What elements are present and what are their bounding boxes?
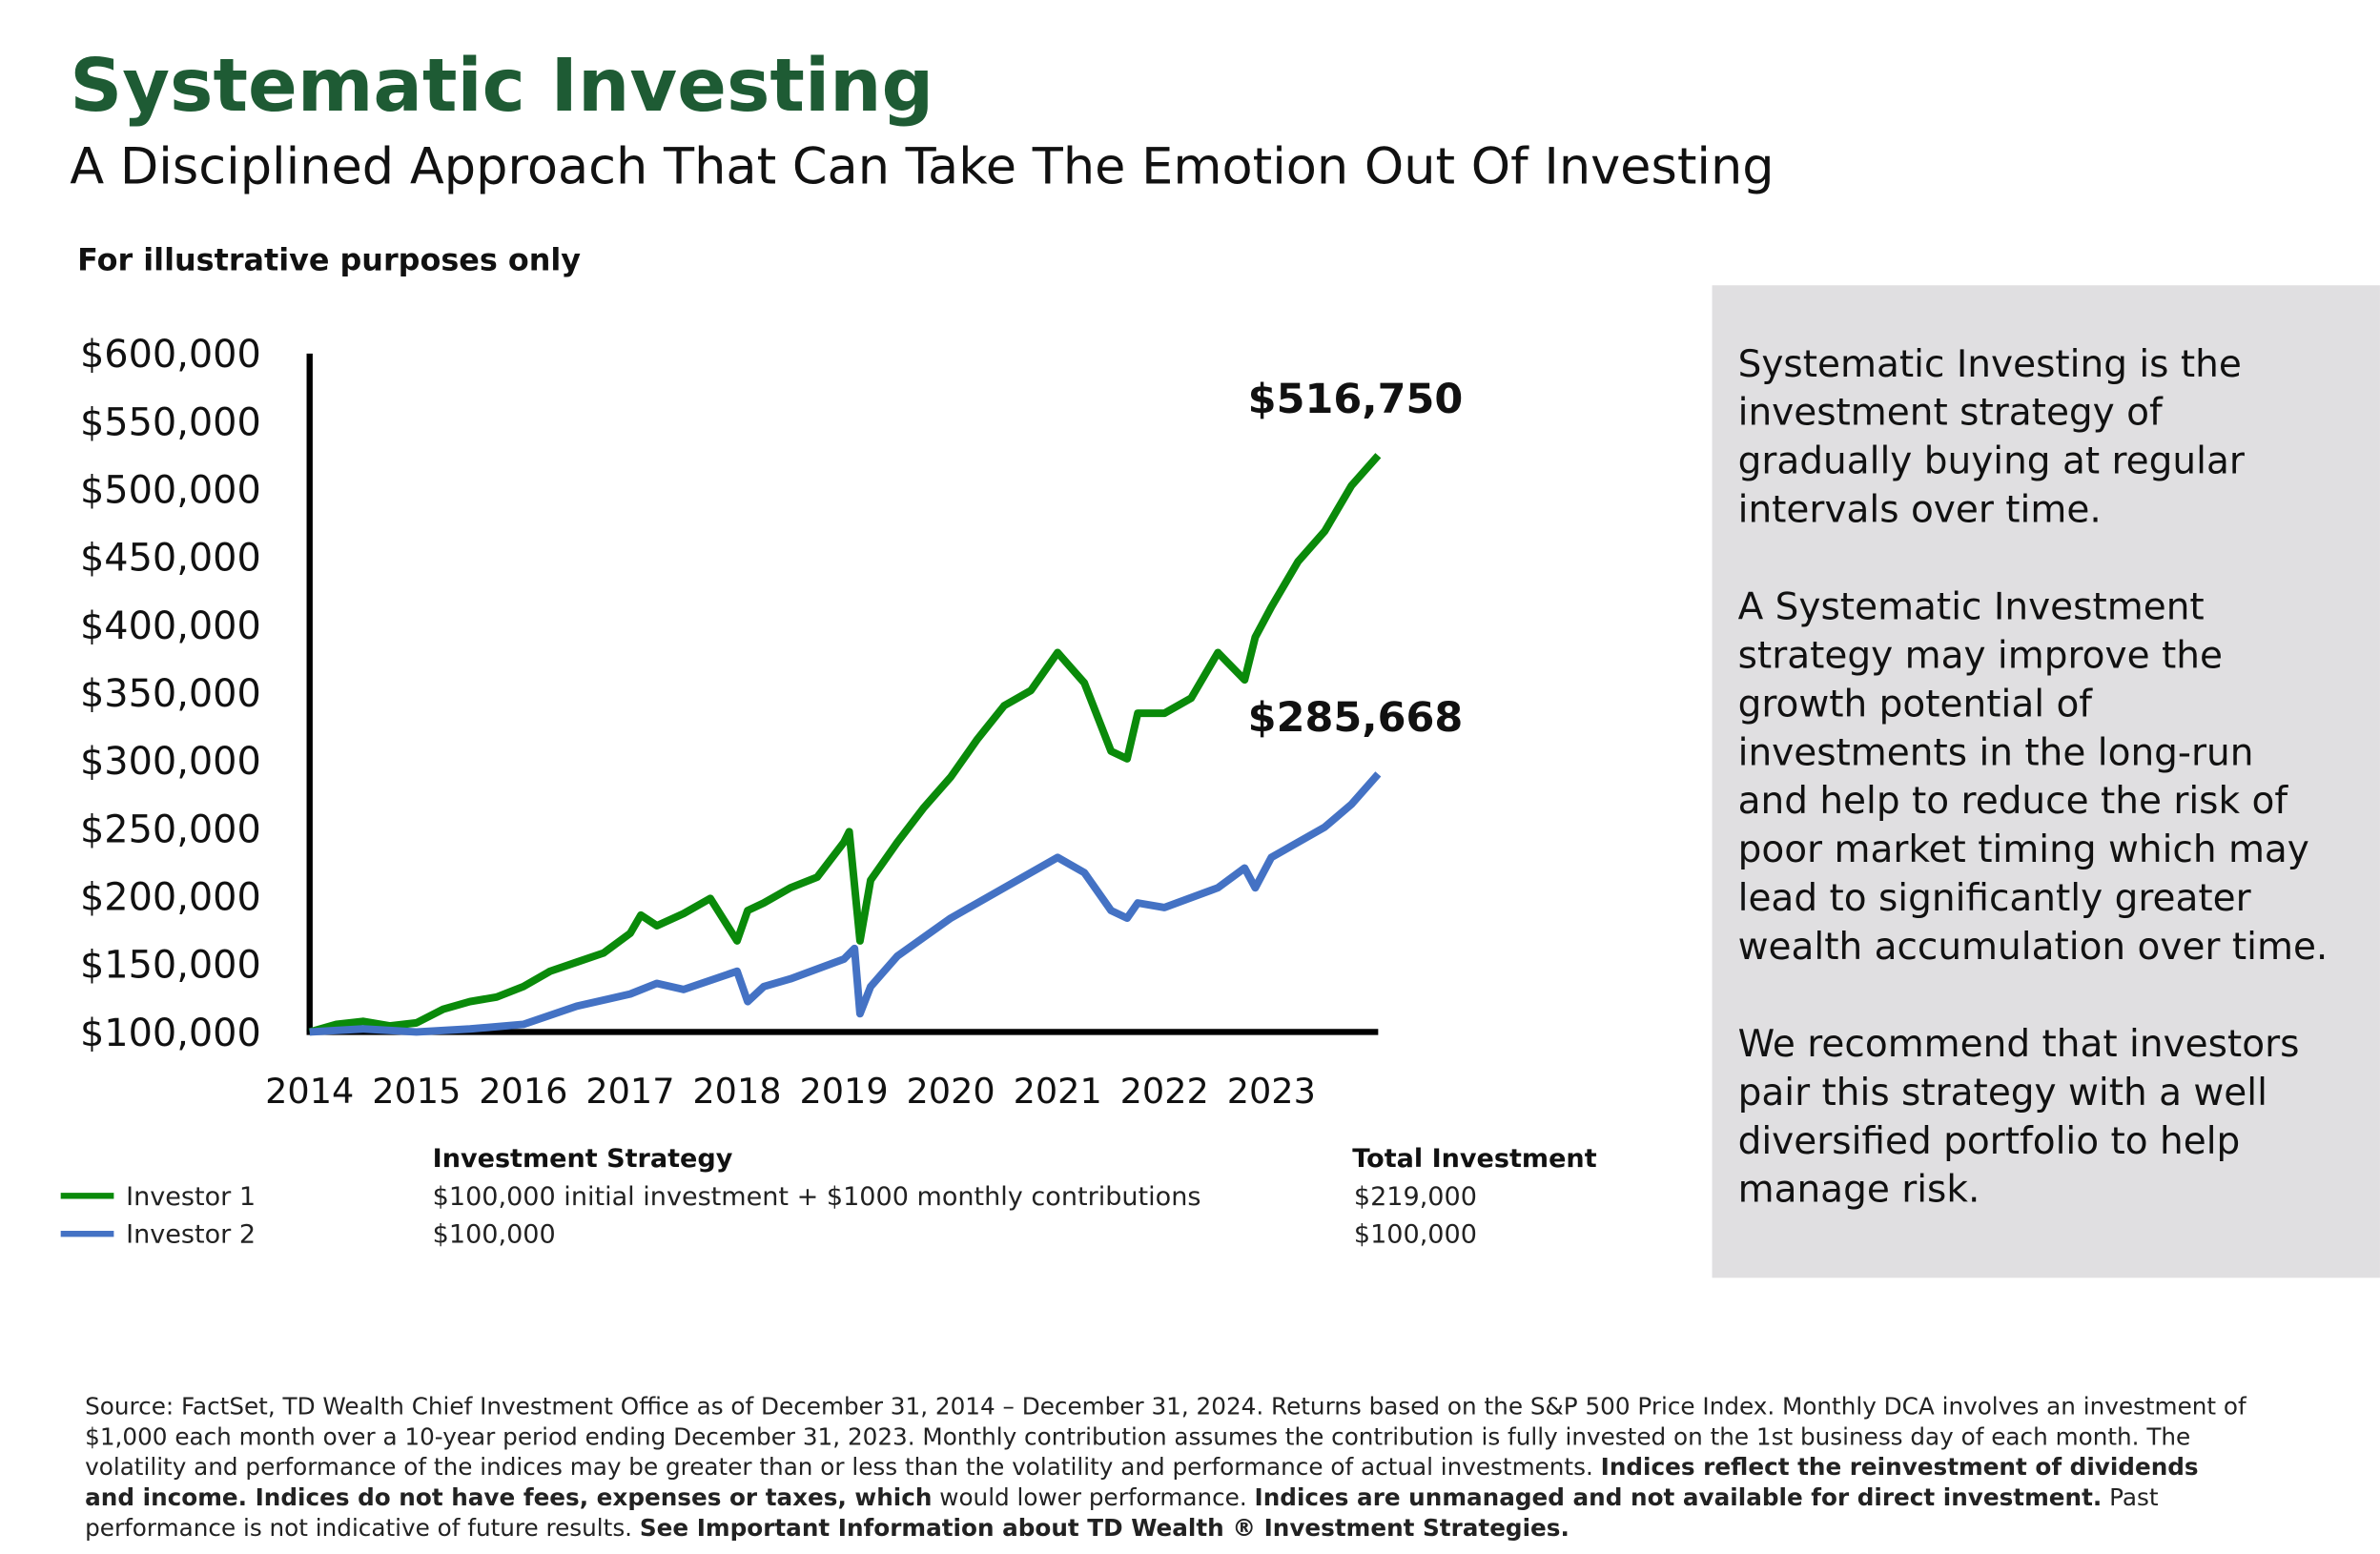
panel-text: Systematic Investing is the xyxy=(1738,343,2242,386)
y-tick-label: $250,000 xyxy=(80,808,261,851)
side-panel xyxy=(1712,285,2380,1278)
note: For illustrative purposes only xyxy=(77,241,581,277)
panel-text: wealth accumulation over time. xyxy=(1738,926,2329,969)
panel-text: and help to reduce the risk of xyxy=(1738,780,2289,823)
y-tick-label: $300,000 xyxy=(80,740,261,784)
x-tick-label: 2021 xyxy=(1014,1071,1102,1112)
panel-text: We recommend that investors xyxy=(1738,1023,2300,1066)
legend-label: Investor 1 xyxy=(126,1182,256,1212)
end-label: $285,668 xyxy=(1248,694,1464,742)
footnote-text: Source: FactSet, TD Wealth Chief Investm… xyxy=(85,1393,2247,1482)
strategy: $100,000 xyxy=(433,1220,556,1250)
y-tick-label: $150,000 xyxy=(80,944,261,988)
y-tick-label: $100,000 xyxy=(80,1012,261,1055)
y-tick-label: $400,000 xyxy=(80,604,261,648)
y-tick-label: $450,000 xyxy=(80,537,261,581)
series-line xyxy=(308,453,1382,1036)
x-tick-label: 2016 xyxy=(479,1071,567,1112)
panel-text: growth potential of xyxy=(1738,683,2094,726)
panel-text: intervals over time. xyxy=(1738,489,2102,532)
x-tick-label: 2020 xyxy=(907,1071,995,1112)
y-tick-label: $500,000 xyxy=(80,469,261,513)
y-tick-label: $200,000 xyxy=(80,875,261,919)
legend-header: Total Investment xyxy=(1352,1144,1596,1174)
y-tick-label: $550,000 xyxy=(80,400,261,444)
x-tick-label: 2018 xyxy=(692,1071,781,1112)
panel-text: manage risk. xyxy=(1738,1169,1980,1212)
title: Systematic Investing xyxy=(70,44,934,129)
strategy: $100,000 initial investment + $1000 mont… xyxy=(433,1182,1201,1212)
series-line xyxy=(309,771,1382,1036)
x-tick-label: 2023 xyxy=(1227,1071,1316,1112)
footnote-text: See Important Information about TD Wealt… xyxy=(639,1514,1570,1543)
x-tick-label: 2014 xyxy=(265,1071,354,1112)
panel-text: A Systematic Investment xyxy=(1738,585,2205,628)
panel-text: investment strategy of xyxy=(1738,392,2164,435)
x-tick-label: 2015 xyxy=(372,1071,461,1112)
total: $219,000 xyxy=(1354,1182,1477,1212)
panel-text: diversified portfolio to help xyxy=(1738,1120,2241,1163)
footnote-text: Past performance is not indicative of fu… xyxy=(85,1483,2159,1543)
panel-text: investments in the long-run xyxy=(1738,731,2254,774)
x-tick-label: 2017 xyxy=(585,1071,674,1112)
legend-label: Investor 2 xyxy=(126,1220,256,1250)
panel-text: poor market timing which may xyxy=(1738,828,2309,871)
total: $100,000 xyxy=(1354,1220,1477,1250)
subtitle: A Disciplined Approach That Can Take The… xyxy=(70,138,1774,196)
panel-text: strategy may improve the xyxy=(1738,634,2223,677)
y-tick-label: $350,000 xyxy=(80,672,261,716)
x-tick-label: 2019 xyxy=(799,1071,888,1112)
x-tick-label: 2022 xyxy=(1120,1071,1209,1112)
panel-text: pair this strategy with a well xyxy=(1738,1072,2267,1114)
footnote-text: Indices are unmanaged and not available … xyxy=(1254,1483,2103,1512)
end-label: $516,750 xyxy=(1248,376,1464,423)
panel-text: lead to significantly greater xyxy=(1738,877,2252,920)
y-tick-label: $600,000 xyxy=(80,333,261,377)
panel-text: gradually buying at regular xyxy=(1738,440,2246,483)
footnote-text: Indices reflect the reinvestment of divi… xyxy=(85,1453,2199,1512)
legend-header: Investment Strategy xyxy=(433,1144,733,1174)
footnote: Source: FactSet, TD Wealth Chief Investm… xyxy=(85,1392,2255,1544)
footnote-text: would lower performance. xyxy=(932,1483,1255,1512)
